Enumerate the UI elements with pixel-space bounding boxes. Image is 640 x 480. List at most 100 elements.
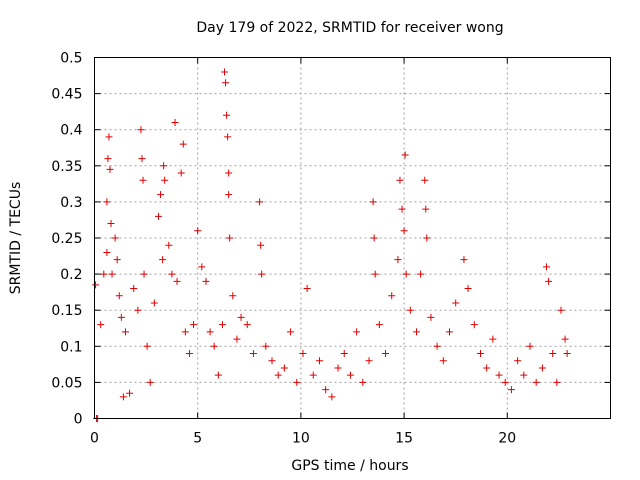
data-point: [100, 270, 108, 278]
data-point: [106, 165, 114, 173]
y-tick-label: 0: [74, 412, 83, 428]
data-point: [365, 357, 373, 365]
data-point: [117, 313, 125, 321]
data-point: [501, 378, 509, 386]
data-point: [168, 270, 176, 278]
data-point: [108, 270, 116, 278]
data-point: [346, 371, 354, 379]
data-point: [359, 378, 367, 386]
data-point: [375, 321, 383, 329]
data-point: [210, 342, 218, 350]
data-point: [104, 155, 112, 163]
data-point: [340, 350, 348, 358]
data-point: [258, 270, 266, 278]
data-point: [206, 328, 214, 336]
data-point: [119, 393, 127, 401]
data-point: [161, 176, 169, 184]
x-axis-label: GPS time / hours: [291, 458, 408, 474]
data-point: [225, 169, 233, 177]
data-point: [526, 342, 534, 350]
data-point: [388, 292, 396, 300]
y-tick-label: 0.1: [60, 339, 82, 355]
data-point: [173, 277, 181, 285]
data-point: [115, 292, 123, 300]
data-point: [140, 270, 148, 278]
data-point: [334, 364, 342, 372]
data-point: [549, 350, 557, 358]
x-tick-label: 0: [90, 431, 99, 447]
data-point: [126, 389, 134, 397]
data-point: [225, 191, 233, 199]
data-point: [370, 234, 378, 242]
data-point: [257, 241, 265, 249]
data-point: [249, 350, 257, 358]
data-point: [303, 285, 311, 293]
data-point: [113, 256, 121, 264]
data-point: [422, 205, 430, 213]
data-point: [394, 256, 402, 264]
data-point: [371, 270, 379, 278]
data-point: [262, 342, 270, 350]
data-point: [256, 198, 264, 206]
data-point: [315, 357, 323, 365]
data-point: [563, 350, 571, 358]
data-point: [111, 234, 119, 242]
y-tick-label: 0.45: [51, 87, 82, 103]
y-tick-label: 0.25: [51, 231, 82, 247]
data-point: [470, 321, 478, 329]
data-point: [171, 118, 179, 126]
data-point: [557, 306, 565, 314]
data-point: [243, 321, 251, 329]
y-tick-label: 0.05: [51, 375, 82, 391]
data-point: [417, 270, 425, 278]
data-point: [107, 220, 115, 228]
grid-layer: [94, 57, 611, 419]
data-point: [160, 162, 168, 170]
data-point: [130, 285, 138, 293]
data-point: [545, 277, 553, 285]
data-point: [538, 364, 546, 372]
data-point: [328, 393, 336, 401]
axis-ticks: 0 0.05 0.1 0.15 0.2 0.25 0.3 0.35 0.4 0.45 0.5 0 5 10…: [51, 51, 611, 447]
data-point: [287, 328, 295, 336]
data-point: [222, 79, 230, 87]
data-point: [165, 241, 173, 249]
data-point: [185, 350, 193, 358]
y-tick-label: 0.2: [60, 267, 82, 283]
data-point: [293, 378, 301, 386]
x-tick-label: 20: [498, 431, 516, 447]
data-point: [489, 335, 497, 343]
data-point: [121, 328, 129, 336]
data-point: [159, 256, 167, 264]
chart-title: Day 179 of 2022, SRMTID for receiver won…: [196, 20, 503, 36]
data-point: [150, 299, 158, 307]
data-point: [139, 176, 147, 184]
data-point: [439, 357, 447, 365]
data-point: [520, 371, 528, 379]
data-point: [402, 270, 410, 278]
data-point: [237, 313, 245, 321]
data-point: [401, 151, 409, 159]
data-point: [177, 169, 185, 177]
data-point: [105, 133, 113, 141]
data-point: [309, 371, 317, 379]
data-point: [134, 306, 142, 314]
y-tick-label: 0.3: [60, 195, 82, 211]
data-point: [427, 313, 435, 321]
data-point: [103, 248, 111, 256]
data-points: [92, 68, 571, 422]
data-point: [138, 155, 146, 163]
data-point: [398, 205, 406, 213]
data-point: [464, 285, 472, 293]
data-point: [198, 263, 206, 271]
y-tick-label: 0.15: [51, 303, 82, 319]
data-point: [483, 364, 491, 372]
data-point: [532, 378, 540, 386]
data-point: [214, 371, 222, 379]
data-point: [382, 350, 390, 358]
data-point: [223, 111, 231, 119]
data-point: [400, 227, 408, 235]
data-point: [137, 126, 145, 134]
data-point: [452, 299, 460, 307]
